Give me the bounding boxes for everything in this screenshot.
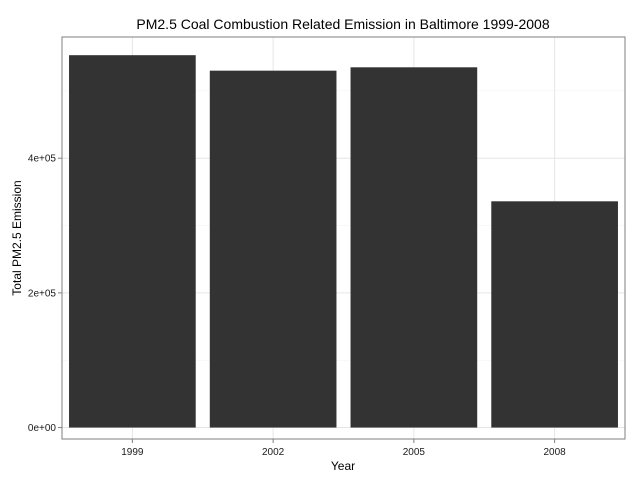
x-axis-ticks: 1999 2002 2005 2008	[121, 439, 566, 458]
y-axis-ticks: 0e+00 2e+05 4e+05	[28, 154, 62, 434]
bar-2002	[209, 70, 337, 428]
x-tick-label: 2005	[403, 447, 426, 458]
bar-1999	[69, 55, 196, 428]
y-axis-title: Total PM2.5 Emission	[10, 180, 24, 295]
y-tick-label: 4e+05	[28, 154, 57, 165]
x-axis-title: Year	[331, 459, 355, 473]
bars	[69, 55, 618, 428]
x-tick-label: 2008	[544, 447, 567, 458]
chart-title: PM2.5 Coal Combustion Related Emission i…	[136, 16, 549, 32]
bar-2008	[491, 201, 618, 428]
y-tick-label: 0e+00	[28, 423, 57, 434]
y-tick-label: 2e+05	[28, 288, 57, 299]
panel-border	[61, 36, 626, 440]
x-tick-label: 2002	[262, 447, 285, 458]
x-tick-label: 1999	[121, 447, 144, 458]
bar-2005	[350, 67, 478, 428]
